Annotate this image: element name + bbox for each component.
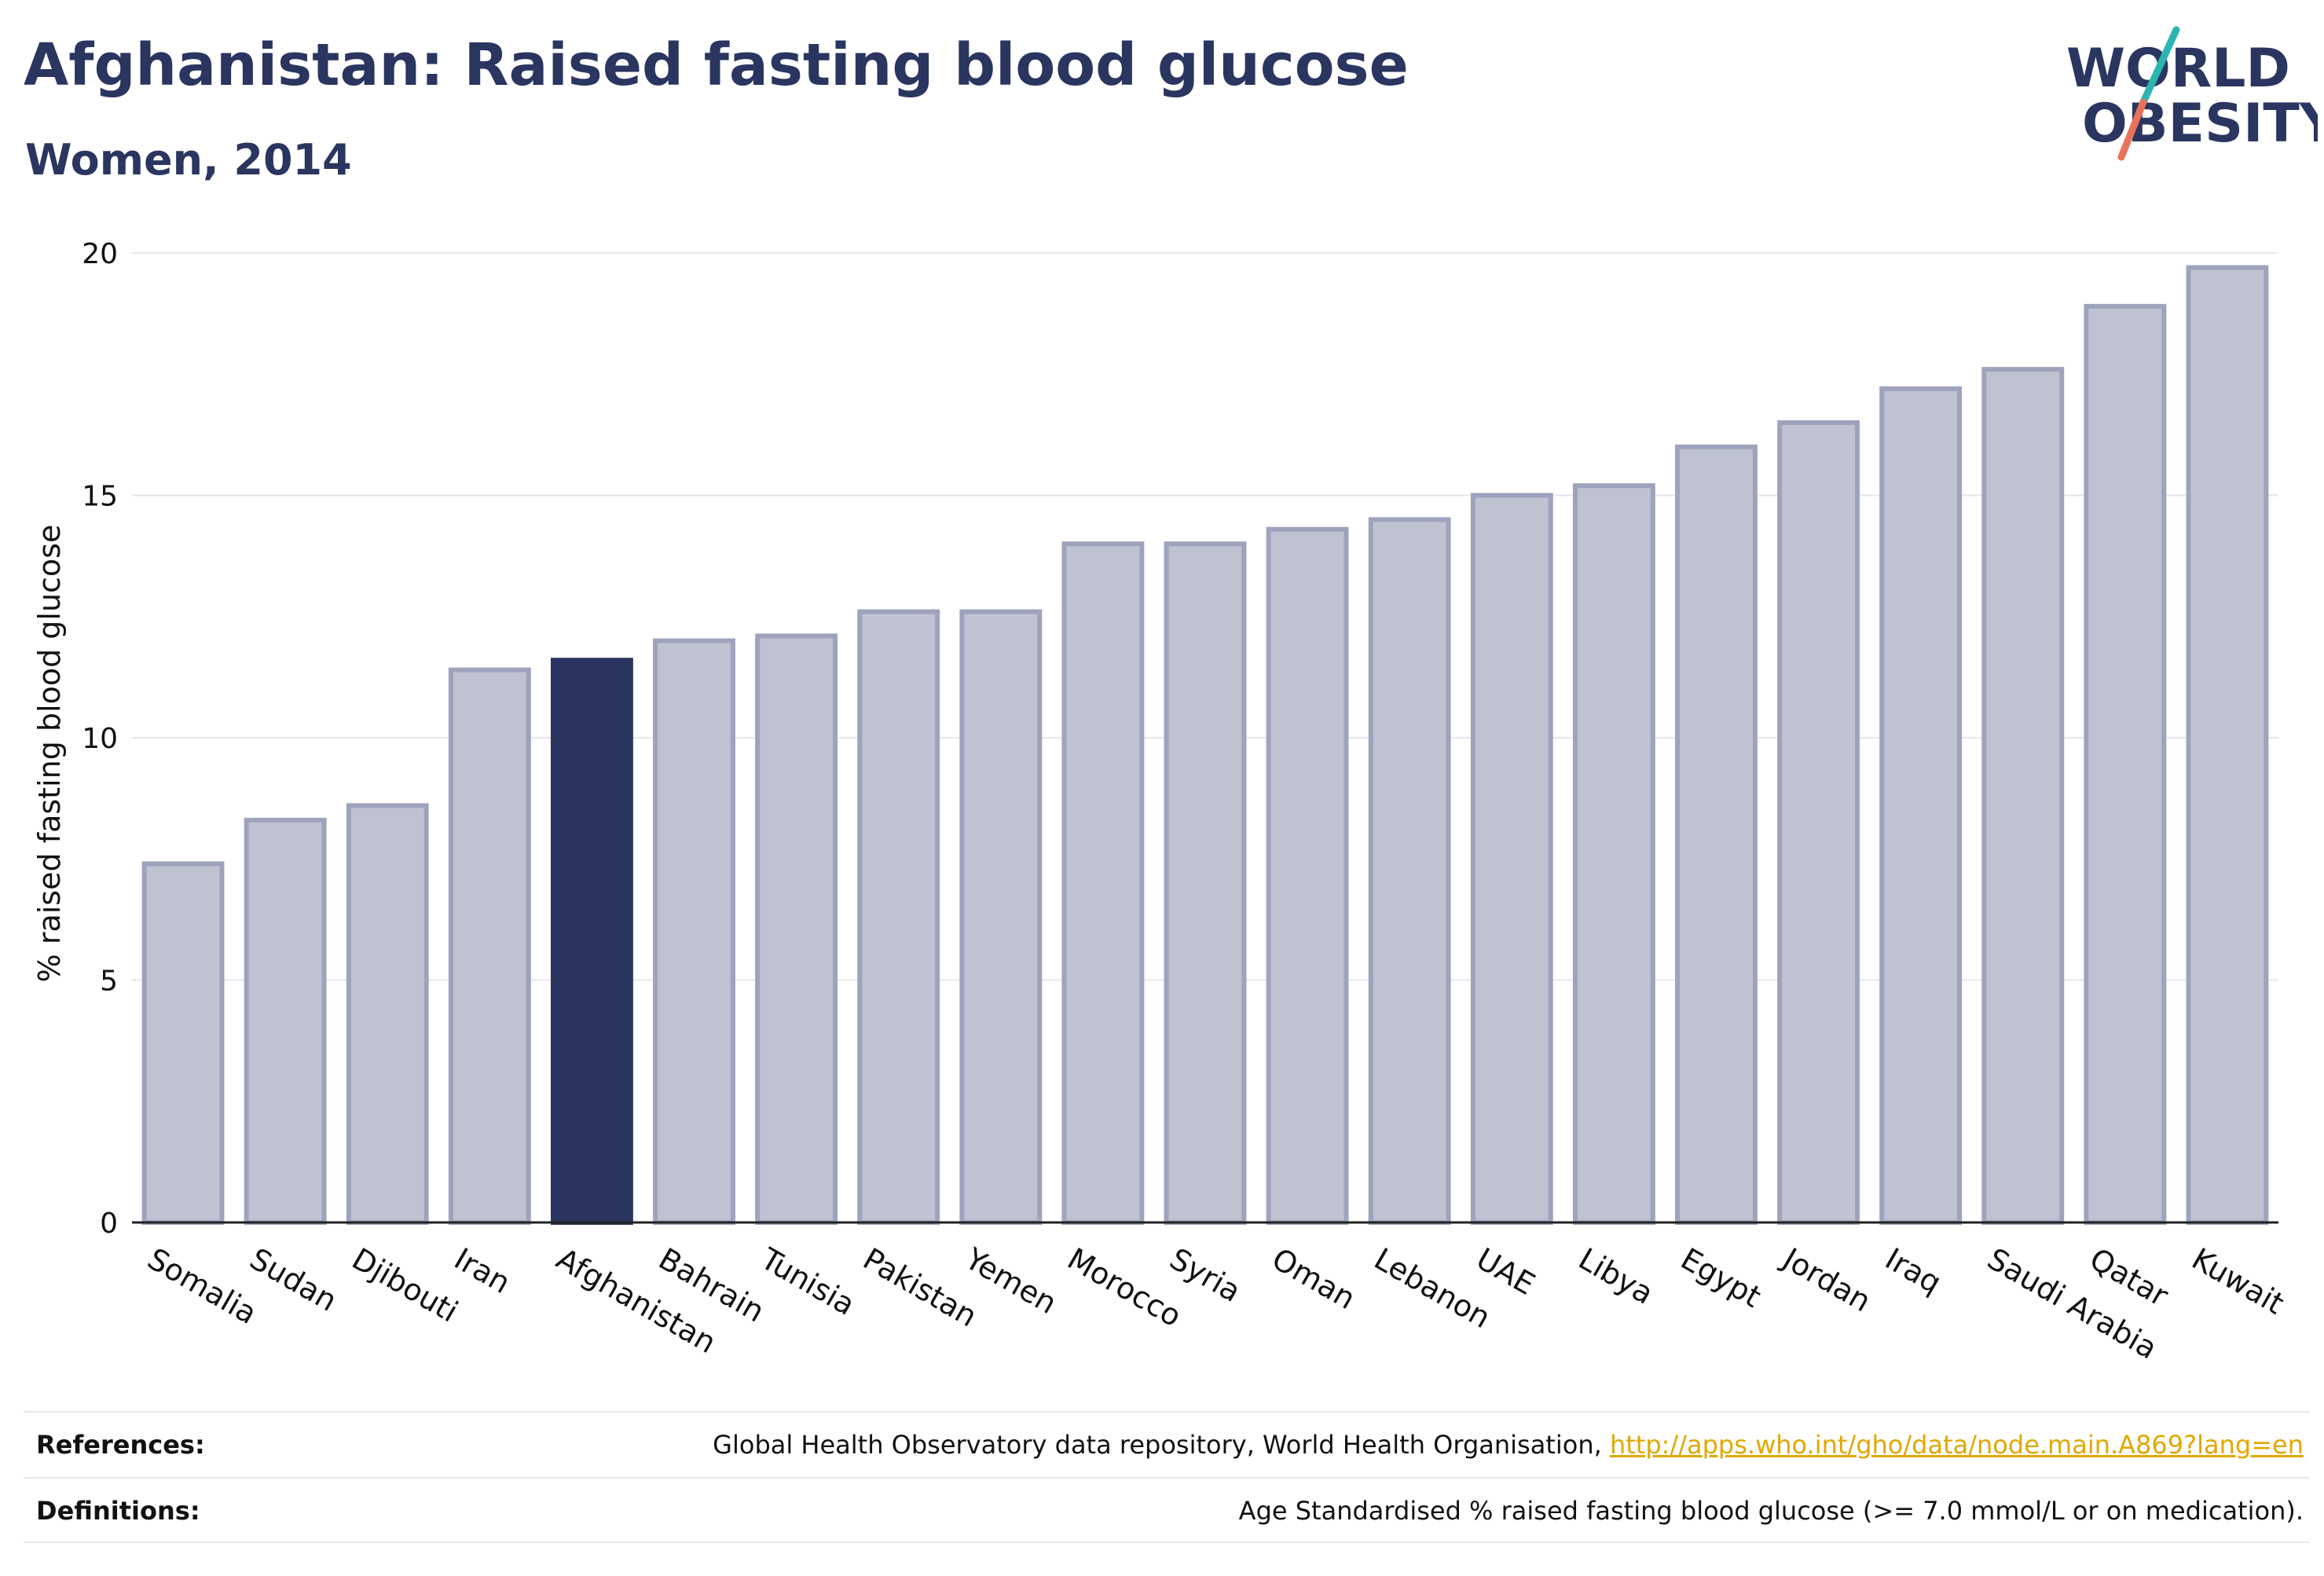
y-tick-label: 10 xyxy=(82,723,118,755)
bar-libya xyxy=(1572,483,1655,1225)
x-tick-label: Saudi Arabia xyxy=(1981,1241,2163,1366)
bar-lebanon xyxy=(1368,517,1451,1225)
x-tick-label: Jordan xyxy=(1776,1241,1876,1319)
x-tick-label: Iran xyxy=(449,1241,516,1300)
bar-syria xyxy=(1164,541,1247,1225)
logo-line1: WORLD xyxy=(2066,38,2290,100)
y-tick-label: 20 xyxy=(82,238,118,270)
footer-divider xyxy=(24,1541,2310,1543)
references-row: References: Global Health Observatory da… xyxy=(24,1411,2310,1479)
references-label: References: xyxy=(36,1430,205,1460)
x-tick-label: Morocco xyxy=(1061,1241,1187,1334)
y-tick-label: 5 xyxy=(100,966,118,998)
logo-slash-coral xyxy=(2117,98,2147,161)
x-tick-label: Iraq xyxy=(1879,1241,1947,1300)
y-axis-label: % raised fasting blood glucose xyxy=(32,525,67,983)
definitions-row: Definitions: Age Standardised % raised f… xyxy=(24,1477,2310,1545)
chart-bars xyxy=(141,265,2269,1226)
x-tick-label: Pakistan xyxy=(857,1241,983,1334)
bar-morocco xyxy=(1061,541,1145,1225)
bar-pakistan xyxy=(857,609,940,1225)
bar-afghanistan xyxy=(550,658,633,1225)
bar-oman xyxy=(1266,526,1349,1225)
bar-uae xyxy=(1470,493,1553,1225)
y-tick-label: 0 xyxy=(100,1208,118,1240)
x-tick-label: Djibouti xyxy=(346,1241,464,1329)
logo-line2: OBESITY xyxy=(2082,93,2318,155)
bar-egypt xyxy=(1675,444,1758,1225)
bar-jordan xyxy=(1777,420,1860,1225)
bar-djibouti xyxy=(346,803,429,1225)
x-tick-label: Tunisia xyxy=(754,1241,860,1322)
bar-iran xyxy=(448,667,531,1225)
page-subtitle: Women, 2014 xyxy=(25,135,352,185)
references-text: Global Health Observatory data repositor… xyxy=(713,1430,1610,1460)
page-title: Afghanistan: Raised fasting blood glucos… xyxy=(24,31,1409,99)
y-axis-ticks: 0 5 10 15 20 xyxy=(82,238,118,1240)
x-tick-label: Oman xyxy=(1266,1241,1362,1316)
logo-slash-teal xyxy=(2139,26,2180,106)
bar-qatar xyxy=(2084,303,2167,1225)
x-tick-label: Lebanon xyxy=(1369,1241,1497,1335)
bar-yemen xyxy=(959,609,1043,1225)
world-obesity-logo: WORLD OBESITY xyxy=(2066,26,2318,161)
x-tick-label: Somalia xyxy=(142,1241,263,1331)
bar-tunisia xyxy=(755,633,838,1225)
bar-iraq xyxy=(1879,386,1963,1225)
references-value: Global Health Observatory data repositor… xyxy=(713,1430,2304,1460)
definitions-value: Age Standardised % raised fasting blood … xyxy=(1238,1496,2304,1526)
x-tick-label: UAE xyxy=(1471,1241,1541,1302)
bar-bahrain xyxy=(653,638,735,1225)
bar-kuwait xyxy=(2186,265,2269,1225)
bar-sudan xyxy=(244,817,327,1225)
definitions-label: Definitions: xyxy=(36,1496,200,1526)
bar-saudi-arabia xyxy=(1981,367,2065,1226)
x-tick-label: Egypt xyxy=(1675,1241,1767,1314)
y-tick-label: 15 xyxy=(82,481,118,513)
references-link[interactable]: http://apps.who.int/gho/data/node.main.A… xyxy=(1609,1430,2304,1460)
x-tick-label: Kuwait xyxy=(2186,1241,2289,1321)
bar-somalia xyxy=(141,861,225,1226)
x-tick-label: Libya xyxy=(1573,1241,1659,1311)
